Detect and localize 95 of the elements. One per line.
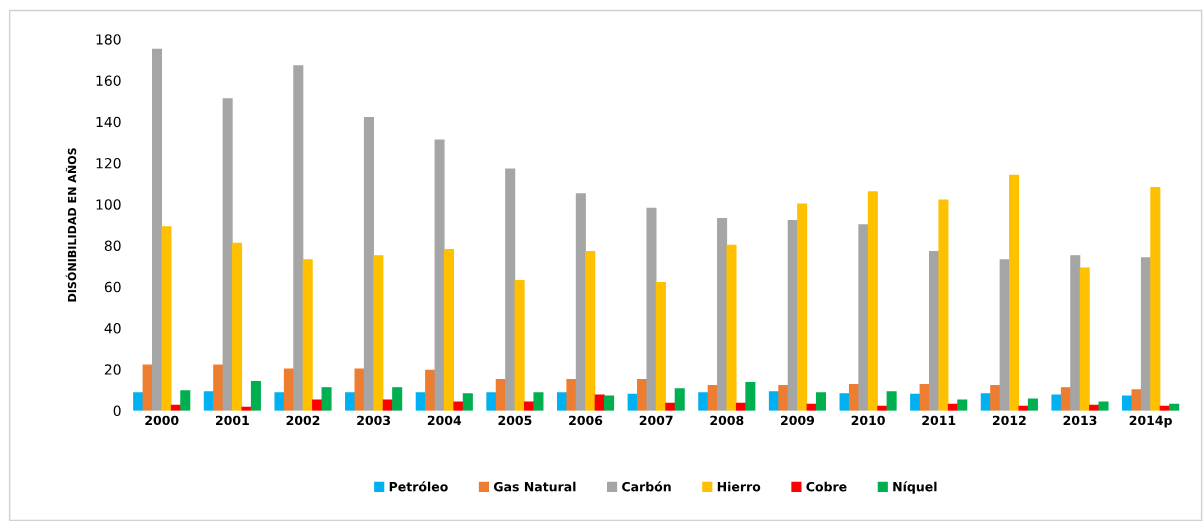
bar (486, 392, 497, 411)
bar (665, 402, 676, 411)
bar (152, 48, 163, 411)
x-tick-label: 2014p (1129, 415, 1172, 428)
bar (674, 388, 685, 411)
x-tick-label: 2009 (781, 415, 815, 426)
bar (505, 168, 516, 411)
legend-label: Carbón (622, 481, 671, 492)
y-tick-label: 0 (113, 405, 121, 417)
bar (858, 224, 869, 411)
bar (161, 226, 172, 411)
bar (655, 281, 666, 411)
y-tick-label: 180 (96, 34, 121, 45)
x-tick-label: 2005 (498, 415, 532, 426)
y-tick-label: 20 (104, 364, 121, 375)
bar (797, 203, 808, 411)
bar (1169, 403, 1180, 411)
bar (354, 368, 365, 411)
bar (585, 251, 596, 411)
bar (222, 98, 233, 411)
y-tick-label: 40 (104, 323, 121, 334)
bar (1098, 401, 1109, 411)
bar (133, 392, 144, 411)
bar (745, 382, 756, 411)
legend-label: Petróleo (389, 481, 448, 492)
bar (274, 392, 285, 411)
bar (556, 392, 568, 411)
x-tick-label: 2002 (286, 415, 320, 426)
bar (938, 199, 949, 411)
x-tick-label: 2012 (992, 415, 1026, 426)
bar (345, 392, 356, 411)
bar (392, 387, 403, 411)
bar (698, 392, 709, 411)
bar (726, 244, 737, 411)
bar (1051, 394, 1062, 411)
bar (462, 393, 473, 411)
bar (514, 279, 525, 411)
bar (646, 207, 657, 411)
bar (1009, 174, 1020, 411)
bar (213, 364, 224, 411)
bar (321, 387, 332, 411)
y-tick-label: 160 (96, 75, 121, 86)
y-tick-label: 140 (96, 116, 121, 128)
y-axis-title: DISÓNIBILIDAD EN AÑOS (65, 148, 77, 302)
bar (293, 65, 304, 411)
legend-label: Cobre (806, 481, 847, 492)
bar (604, 395, 615, 411)
bar (373, 255, 384, 411)
x-tick-label: 2013 (1063, 415, 1097, 426)
x-tick-label: 2004 (427, 415, 462, 426)
bar (232, 242, 243, 411)
bar (957, 399, 968, 411)
x-tick-label: 2008 (710, 415, 744, 426)
bar (312, 399, 323, 411)
x-tick-label: 2006 (569, 415, 603, 426)
bar (425, 369, 436, 411)
bar (910, 393, 921, 411)
bar (415, 392, 426, 411)
bar (443, 248, 455, 411)
bar (990, 385, 1001, 411)
y-tick-label: 80 (104, 240, 121, 251)
bar (302, 259, 313, 411)
bar (180, 390, 191, 411)
bar (886, 391, 897, 411)
legend-label: Níquel (893, 481, 937, 494)
bar (1079, 267, 1090, 411)
bar (363, 116, 374, 411)
x-tick-label: 2011 (922, 415, 956, 426)
legend-label: Gas Natural (493, 481, 576, 492)
bar (717, 218, 728, 411)
bar (434, 139, 445, 411)
bar (453, 401, 464, 411)
bar (250, 380, 261, 411)
bar (867, 191, 878, 411)
bar (533, 392, 544, 411)
x-tick-label: 2000 (145, 415, 179, 426)
y-tick-label: 120 (96, 157, 121, 169)
x-tick-label: 2007 (639, 415, 673, 426)
bar (1070, 255, 1081, 411)
bar (575, 193, 586, 411)
bar (566, 378, 577, 411)
y-tick-label: 60 (104, 281, 121, 293)
bar (1122, 395, 1133, 411)
x-tick-label: 2003 (357, 415, 391, 426)
bar (778, 385, 789, 411)
bar (815, 392, 827, 411)
y-tick-label: 100 (96, 199, 121, 210)
legend-label: Hierro (717, 481, 761, 492)
bar (142, 364, 153, 411)
bar (594, 394, 605, 411)
bar (1131, 389, 1142, 411)
x-tick-label: 2001 (215, 415, 249, 426)
x-tick-label: 2010 (851, 415, 885, 426)
bar (1027, 398, 1038, 411)
bar (1150, 187, 1161, 411)
